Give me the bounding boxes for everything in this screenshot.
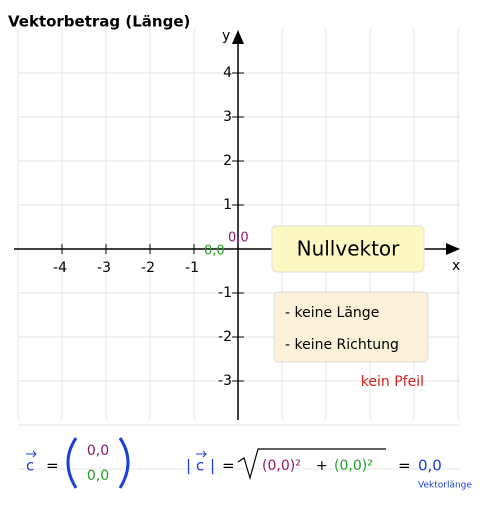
equals: = <box>222 457 235 475</box>
result: 0,0 <box>418 457 442 475</box>
sqrt <box>237 448 386 481</box>
box-title: Nullvektor <box>297 237 401 261</box>
x-arrow <box>446 243 460 255</box>
title-box <box>271 225 425 273</box>
vector-arrow <box>196 450 207 458</box>
y-tick-label: -3 <box>218 373 232 389</box>
vector-symbol: c <box>196 457 204 475</box>
note: kein Pfeil <box>361 374 424 390</box>
paren-right <box>118 437 130 489</box>
y-tick-label: 4 <box>223 65 232 81</box>
vector-arrow <box>26 450 37 458</box>
y-tick-label: 1 <box>223 197 232 213</box>
box-item: - keine Richtung <box>285 337 399 353</box>
equals: = <box>398 457 411 475</box>
x-tick-label: -2 <box>141 260 155 276</box>
equals: = <box>46 457 59 475</box>
component: 0,0 <box>87 468 109 484</box>
vector-symbol: c <box>26 457 34 475</box>
result-label: Vektorlänge <box>418 481 472 491</box>
radicand: + <box>316 458 328 474</box>
y-label: y <box>222 28 230 44</box>
ticks: -4 -3 -2 -1 4 3 2 1 -1 -2 -3 <box>53 65 244 389</box>
x-label: x <box>452 258 460 274</box>
y-tick-label: -1 <box>218 285 232 301</box>
origin-x-label: 0,0 <box>204 244 225 259</box>
y-tick-label: 2 <box>223 153 232 169</box>
x-tick-label: -1 <box>185 260 199 276</box>
radicand: (0,0)² <box>334 458 373 474</box>
info-box <box>273 291 429 363</box>
norm-bar: | <box>210 457 215 475</box>
y-arrow <box>232 30 244 44</box>
paren-left <box>66 437 78 489</box>
y-tick-label: 3 <box>223 109 232 125</box>
origin-y-label: 0,0 <box>228 231 249 246</box>
x-tick-label: -3 <box>97 260 111 276</box>
component: 0,0 <box>87 443 109 459</box>
x-tick-label: -4 <box>53 260 67 276</box>
y-tick-label: -2 <box>218 329 232 345</box>
title: Vektorbetrag (Länge) <box>8 13 190 31</box>
norm-bar: | <box>186 457 191 475</box>
box-item: - keine Länge <box>285 305 379 321</box>
radicand: (0,0)² <box>262 458 301 474</box>
